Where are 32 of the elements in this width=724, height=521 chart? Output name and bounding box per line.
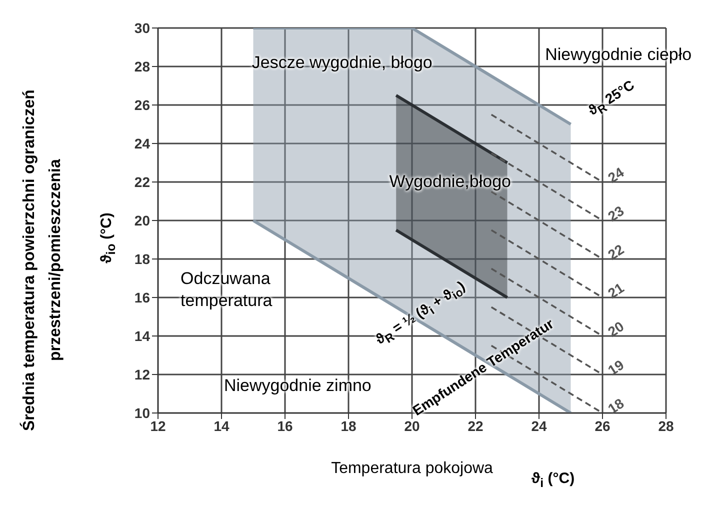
y-tick-label: 22 (134, 174, 150, 190)
annotation: Wygodnie,błogo (389, 170, 511, 193)
x-axis-title: Temperatura pokojowa (331, 460, 494, 477)
y-tick-label: 12 (134, 366, 150, 382)
text: 24 (604, 164, 627, 186)
x-tick-label: 12 (150, 418, 166, 434)
text: 23 (604, 202, 627, 224)
x-tick-label: 14 (214, 418, 230, 434)
x-tick-label: 24 (531, 418, 547, 434)
x-tick-label: 18 (340, 418, 356, 434)
y-tick-label: 30 (134, 20, 150, 36)
y-axis-title: Średnia temperatura powierzchni ograniczeń przestrzeni/pomieszczenia (20, 88, 65, 434)
text: 22 (604, 240, 627, 263)
x-tick-label: 20 (404, 418, 420, 434)
y-tick-label: 14 (134, 328, 150, 344)
y-tick-label: 20 (134, 212, 150, 228)
y-tick-label: 10 (134, 404, 150, 421)
y-tick-label: 16 (134, 289, 150, 306)
y-tick-label: 24 (134, 135, 150, 152)
text: 19 (604, 356, 627, 378)
text: 21 (604, 279, 627, 302)
text: 18 (604, 394, 627, 417)
x-tick-label: 16 (277, 418, 293, 434)
y-tick-label: 28 (134, 58, 150, 74)
annotation: Jescze wygodnie, błogo (252, 52, 432, 74)
x-tick-label: 28 (658, 418, 674, 434)
y-tick-label: 26 (134, 96, 150, 113)
text: ϑ$_{i}$ (°C) (531, 468, 575, 492)
x-tick-label: 26 (594, 418, 610, 434)
y-tick-label: 18 (134, 250, 150, 267)
x-tick-label: 22 (468, 418, 484, 434)
text: 20 (604, 318, 627, 340)
